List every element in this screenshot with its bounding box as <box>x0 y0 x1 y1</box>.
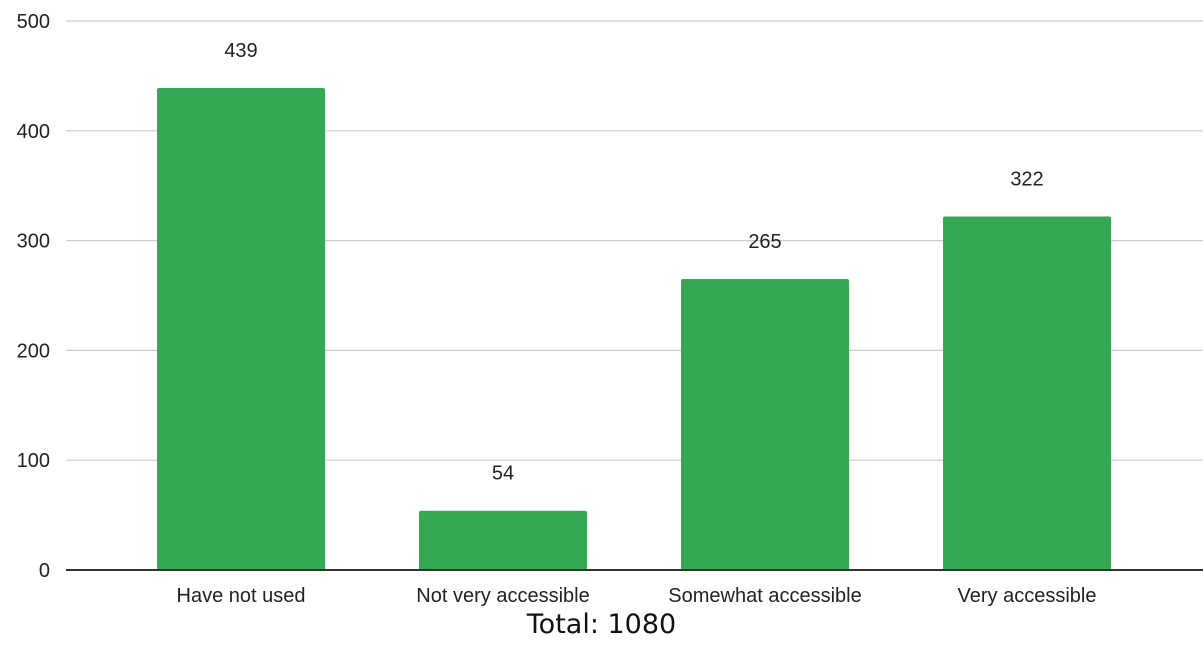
data-label: 439 <box>224 40 257 62</box>
bar <box>157 87 325 570</box>
y-tick-label: 100 <box>17 450 50 472</box>
x-axis-ticks: Have not used Not very accessible Somewhat… <box>177 585 1097 607</box>
total-caption: Total: 1080 <box>526 609 677 640</box>
data-labels: 439 54 265 322 <box>224 40 1043 485</box>
bars <box>157 87 1111 570</box>
x-tick-label: Somewhat accessible <box>668 585 861 607</box>
y-tick-label: 300 <box>17 231 50 253</box>
bar <box>681 279 849 570</box>
bar <box>419 510 587 570</box>
data-label: 322 <box>1010 168 1043 190</box>
y-tick-label: 500 <box>17 11 50 33</box>
x-tick-label: Very accessible <box>958 585 1097 607</box>
x-tick-label: Have not used <box>177 585 306 607</box>
x-tick-label: Not very accessible <box>416 585 589 607</box>
data-label: 265 <box>748 231 781 253</box>
y-axis-ticks: 0 100 200 300 400 500 <box>17 11 50 582</box>
y-tick-label: 200 <box>17 340 50 362</box>
y-tick-label: 400 <box>17 121 50 143</box>
bar <box>943 216 1111 570</box>
data-label: 54 <box>492 463 514 485</box>
y-tick-label: 0 <box>39 560 50 582</box>
